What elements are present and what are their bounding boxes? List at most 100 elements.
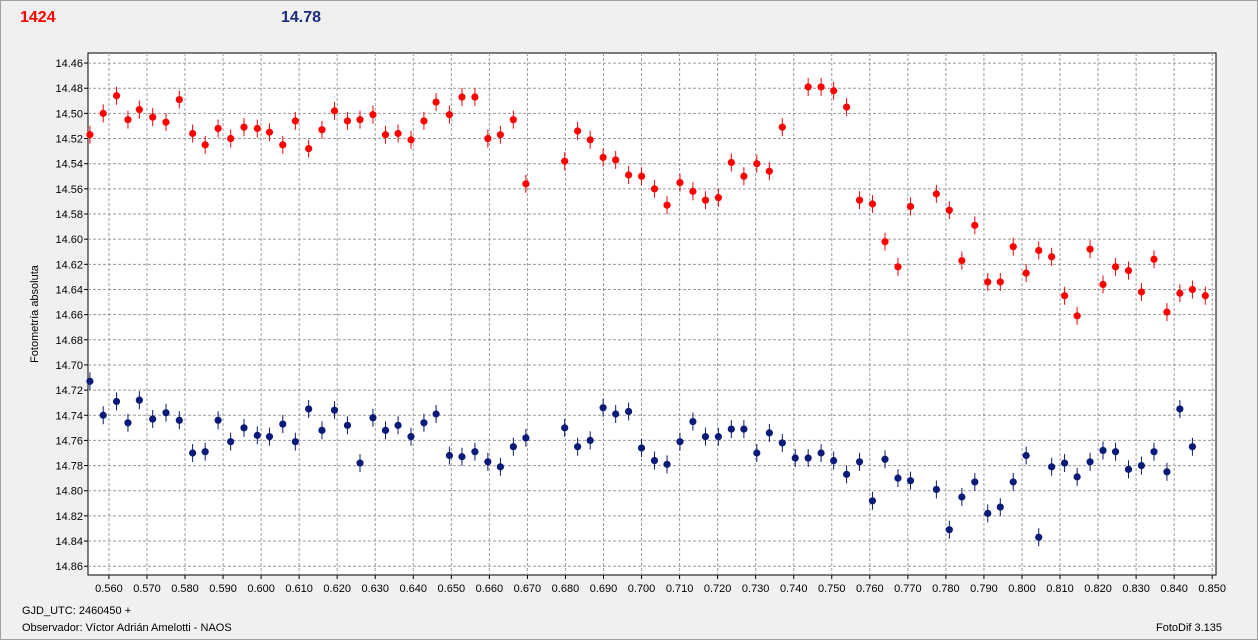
- data-point: [99, 411, 107, 419]
- data-point: [1060, 292, 1069, 300]
- x-tick-label: 0.780: [932, 583, 960, 595]
- data-point: [830, 87, 838, 95]
- data-point: [881, 455, 889, 463]
- data-point: [1124, 465, 1133, 473]
- data-point: [149, 415, 157, 423]
- data-point: [356, 459, 364, 467]
- y-tick-label: 14.60: [55, 234, 83, 246]
- data-point: [753, 160, 761, 168]
- data-point: [855, 458, 864, 466]
- data-point: [305, 144, 313, 153]
- data-point: [343, 421, 352, 429]
- y-tick-label: 14.52: [55, 134, 83, 146]
- data-point: [240, 123, 248, 131]
- data-point: [650, 456, 659, 465]
- data-point: [445, 111, 454, 119]
- data-point: [458, 453, 466, 461]
- data-point: [265, 433, 274, 441]
- data-point: [265, 128, 274, 136]
- x-tick-label: 0.800: [1008, 583, 1036, 595]
- x-tick-label: 0.620: [323, 583, 351, 595]
- data-point: [1188, 443, 1197, 451]
- data-point: [612, 156, 620, 164]
- data-point: [855, 196, 864, 204]
- data-point: [420, 419, 428, 427]
- x-tick-label: 0.720: [704, 583, 732, 595]
- data-point: [1111, 448, 1120, 456]
- y-tick-label: 14.74: [55, 410, 83, 422]
- data-point: [253, 431, 261, 439]
- data-point: [1035, 533, 1043, 541]
- data-point: [1060, 459, 1069, 467]
- data-point: [189, 129, 197, 138]
- data-point: [1073, 312, 1081, 320]
- comparison-magnitude: 14.78: [281, 9, 322, 26]
- data-point: [86, 377, 94, 385]
- grid-lines: [88, 53, 1216, 575]
- data-point: [227, 438, 235, 446]
- data-point: [765, 429, 773, 437]
- x-tick-label: 0.640: [400, 583, 428, 595]
- data-point: [971, 478, 979, 486]
- data-point: [214, 124, 222, 133]
- data-point: [162, 409, 170, 417]
- data-point: [1111, 263, 1120, 271]
- data-point: [932, 485, 940, 494]
- x-tick-label: 0.600: [247, 583, 275, 595]
- data-point: [471, 93, 479, 101]
- data-point: [971, 221, 979, 229]
- data-point: [932, 190, 940, 198]
- x-tick-label: 0.730: [742, 583, 770, 595]
- data-point: [1048, 463, 1056, 471]
- data-point: [305, 405, 313, 413]
- y-tick-label: 14.54: [55, 159, 83, 171]
- y-tick-label: 14.64: [55, 284, 83, 296]
- data-point: [842, 103, 851, 111]
- data-point: [842, 470, 851, 478]
- data-point: [868, 497, 877, 505]
- data-point: [343, 117, 352, 125]
- data-point: [1176, 289, 1184, 297]
- data-point: [484, 134, 492, 143]
- data-point: [86, 131, 94, 139]
- data-point: [471, 448, 479, 456]
- axes: 14.46 14.48 14.50 14.52 14.54 14.56 14.58 14.60…: [55, 58, 1225, 595]
- x-tick-label: 0.810: [1046, 583, 1074, 595]
- x-tick-label: 0.820: [1084, 583, 1112, 595]
- data-point: [791, 454, 799, 462]
- x-tick-label: 0.840: [1160, 583, 1188, 595]
- data-point: [458, 93, 466, 101]
- x-tick-label: 0.760: [856, 583, 884, 595]
- x-tick-label: 0.630: [361, 583, 389, 595]
- data-point: [625, 171, 633, 179]
- data-point: [227, 134, 235, 143]
- data-point: [689, 187, 697, 195]
- data-point: [279, 141, 287, 149]
- observer-label: Observador: Víctor Adrián Amelotti - NAO…: [22, 622, 232, 634]
- data-point: [984, 509, 992, 517]
- data-point: [727, 158, 735, 167]
- data-point: [112, 92, 121, 100]
- data-point: [484, 458, 492, 466]
- data-point: [727, 425, 735, 433]
- data-point: [330, 107, 339, 115]
- data-point: [369, 111, 377, 119]
- y-tick-label: 14.70: [55, 360, 83, 372]
- data-point: [522, 434, 530, 442]
- data-point: [1086, 245, 1094, 253]
- data-point: [1022, 451, 1030, 460]
- x-tick-label: 0.710: [666, 583, 694, 595]
- data-point: [240, 424, 248, 432]
- data-point: [175, 95, 183, 104]
- data-point: [1022, 269, 1030, 277]
- x-tick-label: 0.650: [438, 583, 466, 595]
- x-tick-label: 0.830: [1122, 583, 1150, 595]
- data-point: [817, 449, 825, 457]
- data-point: [318, 126, 326, 134]
- data-point: [753, 449, 761, 457]
- data-point: [175, 416, 183, 424]
- y-tick-label: 14.72: [55, 385, 83, 397]
- data-marks: [86, 77, 1209, 547]
- data-point: [201, 141, 209, 149]
